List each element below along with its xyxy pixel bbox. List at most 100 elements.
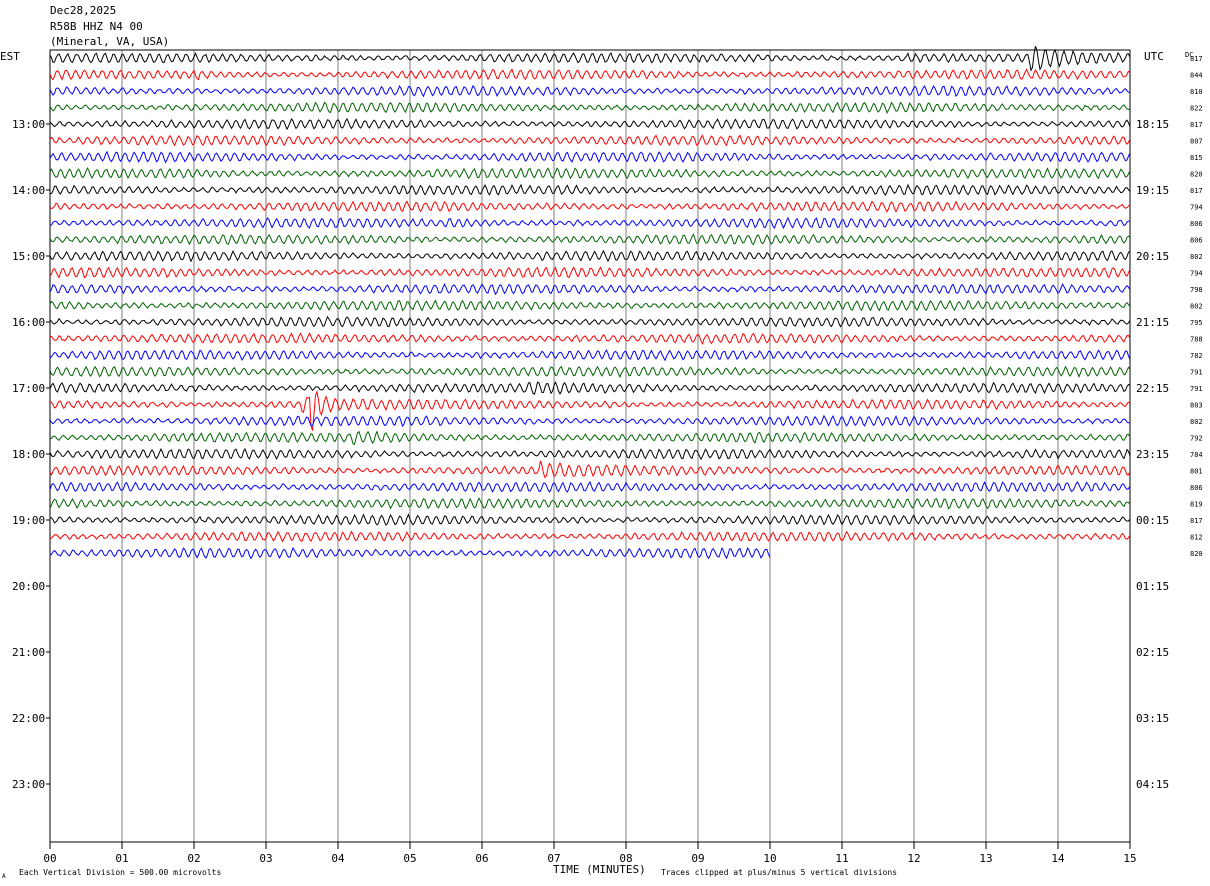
trace-line — [49, 497, 1131, 510]
x-axis-title: TIME (MINUTES) — [553, 863, 646, 876]
x-tick-label: 04 — [331, 852, 345, 865]
est-hour-label: 23:00 — [12, 778, 45, 791]
est-hour-label: 21:00 — [12, 646, 45, 659]
trace-line — [49, 101, 1131, 115]
utc-hour-label: 23:15 — [1136, 448, 1169, 461]
chart-location: (Mineral, VA, USA) — [50, 35, 170, 48]
utc-hour-label: 02:15 — [1136, 646, 1169, 659]
utc-hour-label: 21:15 — [1136, 316, 1169, 329]
dc-offset-column: 817 844 810 822 817 807 815 820 817 794 806 806 802 7… — [1190, 55, 1203, 558]
x-axis: 00 01 02 03 04 05 06 07 08 09 10 11 12 13 14 15 — [43, 842, 1137, 865]
x-tick-label: 09 — [691, 852, 704, 865]
dc-offset-value: 817 — [1190, 121, 1203, 129]
est-hour-label: 14:00 — [12, 184, 45, 197]
dc-offset-value: 802 — [1190, 253, 1203, 261]
scale-note: Each Vertical Division = 500.00 microvol… — [19, 868, 221, 877]
dc-offset-value: 822 — [1190, 105, 1203, 113]
dc-offset-value: 806 — [1190, 484, 1203, 492]
est-hour-label: 15:00 — [12, 250, 45, 263]
utc-hour-label: 19:15 — [1136, 184, 1169, 197]
dc-offset-value: 819 — [1190, 501, 1203, 509]
dc-offset-value: 815 — [1190, 154, 1203, 162]
utc-hour-label: 20:15 — [1136, 250, 1169, 263]
utc-hour-label: 18:15 — [1136, 118, 1169, 131]
trace-line — [49, 266, 1131, 279]
dc-offset-value: 806 — [1190, 220, 1203, 228]
utc-label: UTC — [1144, 50, 1164, 63]
x-tick-label: 07 — [547, 852, 560, 865]
trace-line — [49, 546, 771, 560]
x-tick-label: 02 — [187, 852, 200, 865]
trace-line — [49, 68, 1131, 81]
dc-offset-value: 810 — [1190, 88, 1203, 96]
est-hour-label: 16:00 — [12, 316, 45, 329]
trace-line — [49, 283, 1131, 296]
utc-hour-label: 01:15 — [1136, 580, 1169, 593]
trace-line — [49, 447, 1131, 461]
seismic-traces — [49, 45, 1131, 560]
trace-line — [49, 349, 1131, 362]
x-tick-label: 00 — [43, 852, 56, 865]
trace-line — [49, 381, 1131, 395]
est-hour-label: 22:00 — [12, 712, 45, 725]
x-tick-label: 10 — [763, 852, 776, 865]
trace-line — [49, 430, 1131, 446]
est-axis: EST 13:00 14:00 15:00 16:00 17:00 18:00 19:00 2… — [0, 50, 50, 791]
trace-line — [49, 167, 1131, 180]
dc-offset-value: 795 — [1190, 319, 1203, 327]
x-tick-label: 13 — [979, 852, 992, 865]
trace-line — [49, 513, 1131, 526]
dc-offset-value: 820 — [1190, 550, 1203, 558]
trace-line — [49, 150, 1131, 164]
x-tick-label: 01 — [115, 852, 128, 865]
x-tick-label: 12 — [907, 852, 920, 865]
est-hour-label: 17:00 — [12, 382, 45, 395]
trace-line — [49, 390, 1131, 431]
dc-offset-value: 807 — [1190, 138, 1203, 146]
chart-station: R58B HHZ N4 00 — [50, 20, 143, 33]
corner-mark: A — [2, 873, 6, 880]
dc-offset-value: 817 — [1190, 55, 1203, 63]
x-tick-label: 15 — [1123, 852, 1136, 865]
dc-offset-value: 817 — [1190, 517, 1203, 525]
x-tick-label: 08 — [619, 852, 632, 865]
trace-line — [49, 365, 1131, 379]
trace-line — [49, 183, 1131, 196]
trace-line — [49, 332, 1131, 345]
utc-hour-label: 22:15 — [1136, 382, 1169, 395]
dc-offset-value: 817 — [1190, 187, 1203, 195]
trace-line — [49, 414, 1130, 428]
dc-offset-value: 792 — [1190, 435, 1203, 443]
dc-offset-value: 798 — [1190, 286, 1203, 294]
utc-hour-label: 03:15 — [1136, 712, 1169, 725]
x-tick-label: 11 — [835, 852, 848, 865]
dc-offset-value: 794 — [1190, 204, 1203, 212]
trace-line — [49, 45, 1131, 72]
trace-line — [49, 315, 1131, 328]
trace-line — [49, 84, 1131, 98]
est-hour-label: 18:00 — [12, 448, 45, 461]
dc-offset-value: 802 — [1190, 303, 1203, 311]
trace-line — [49, 480, 1131, 493]
dc-offset-value: 788 — [1190, 336, 1203, 344]
dc-offset-value: 844 — [1190, 72, 1203, 80]
dc-offset-value: 806 — [1190, 237, 1203, 245]
clip-note: Traces clipped at plus/minus 5 vertical … — [661, 868, 897, 877]
chart-date: Dec28,2025 — [50, 4, 117, 17]
dc-offset-value: 820 — [1190, 171, 1203, 179]
trace-line — [49, 117, 1131, 131]
x-tick-label: 14 — [1051, 852, 1065, 865]
grid-lines — [49, 49, 1131, 843]
dc-offset-value: 794 — [1190, 270, 1203, 278]
trace-line — [49, 200, 1131, 213]
trace-line — [49, 134, 1131, 147]
trace-line — [49, 299, 1131, 312]
est-hour-label: 20:00 — [12, 580, 45, 593]
dc-offset-value: 782 — [1190, 352, 1203, 360]
dc-label: DC — [1185, 51, 1193, 59]
dc-offset-value: 784 — [1190, 451, 1203, 459]
dc-offset-value: 801 — [1190, 468, 1203, 476]
x-tick-label: 03 — [259, 852, 272, 865]
trace-line — [49, 233, 1131, 246]
